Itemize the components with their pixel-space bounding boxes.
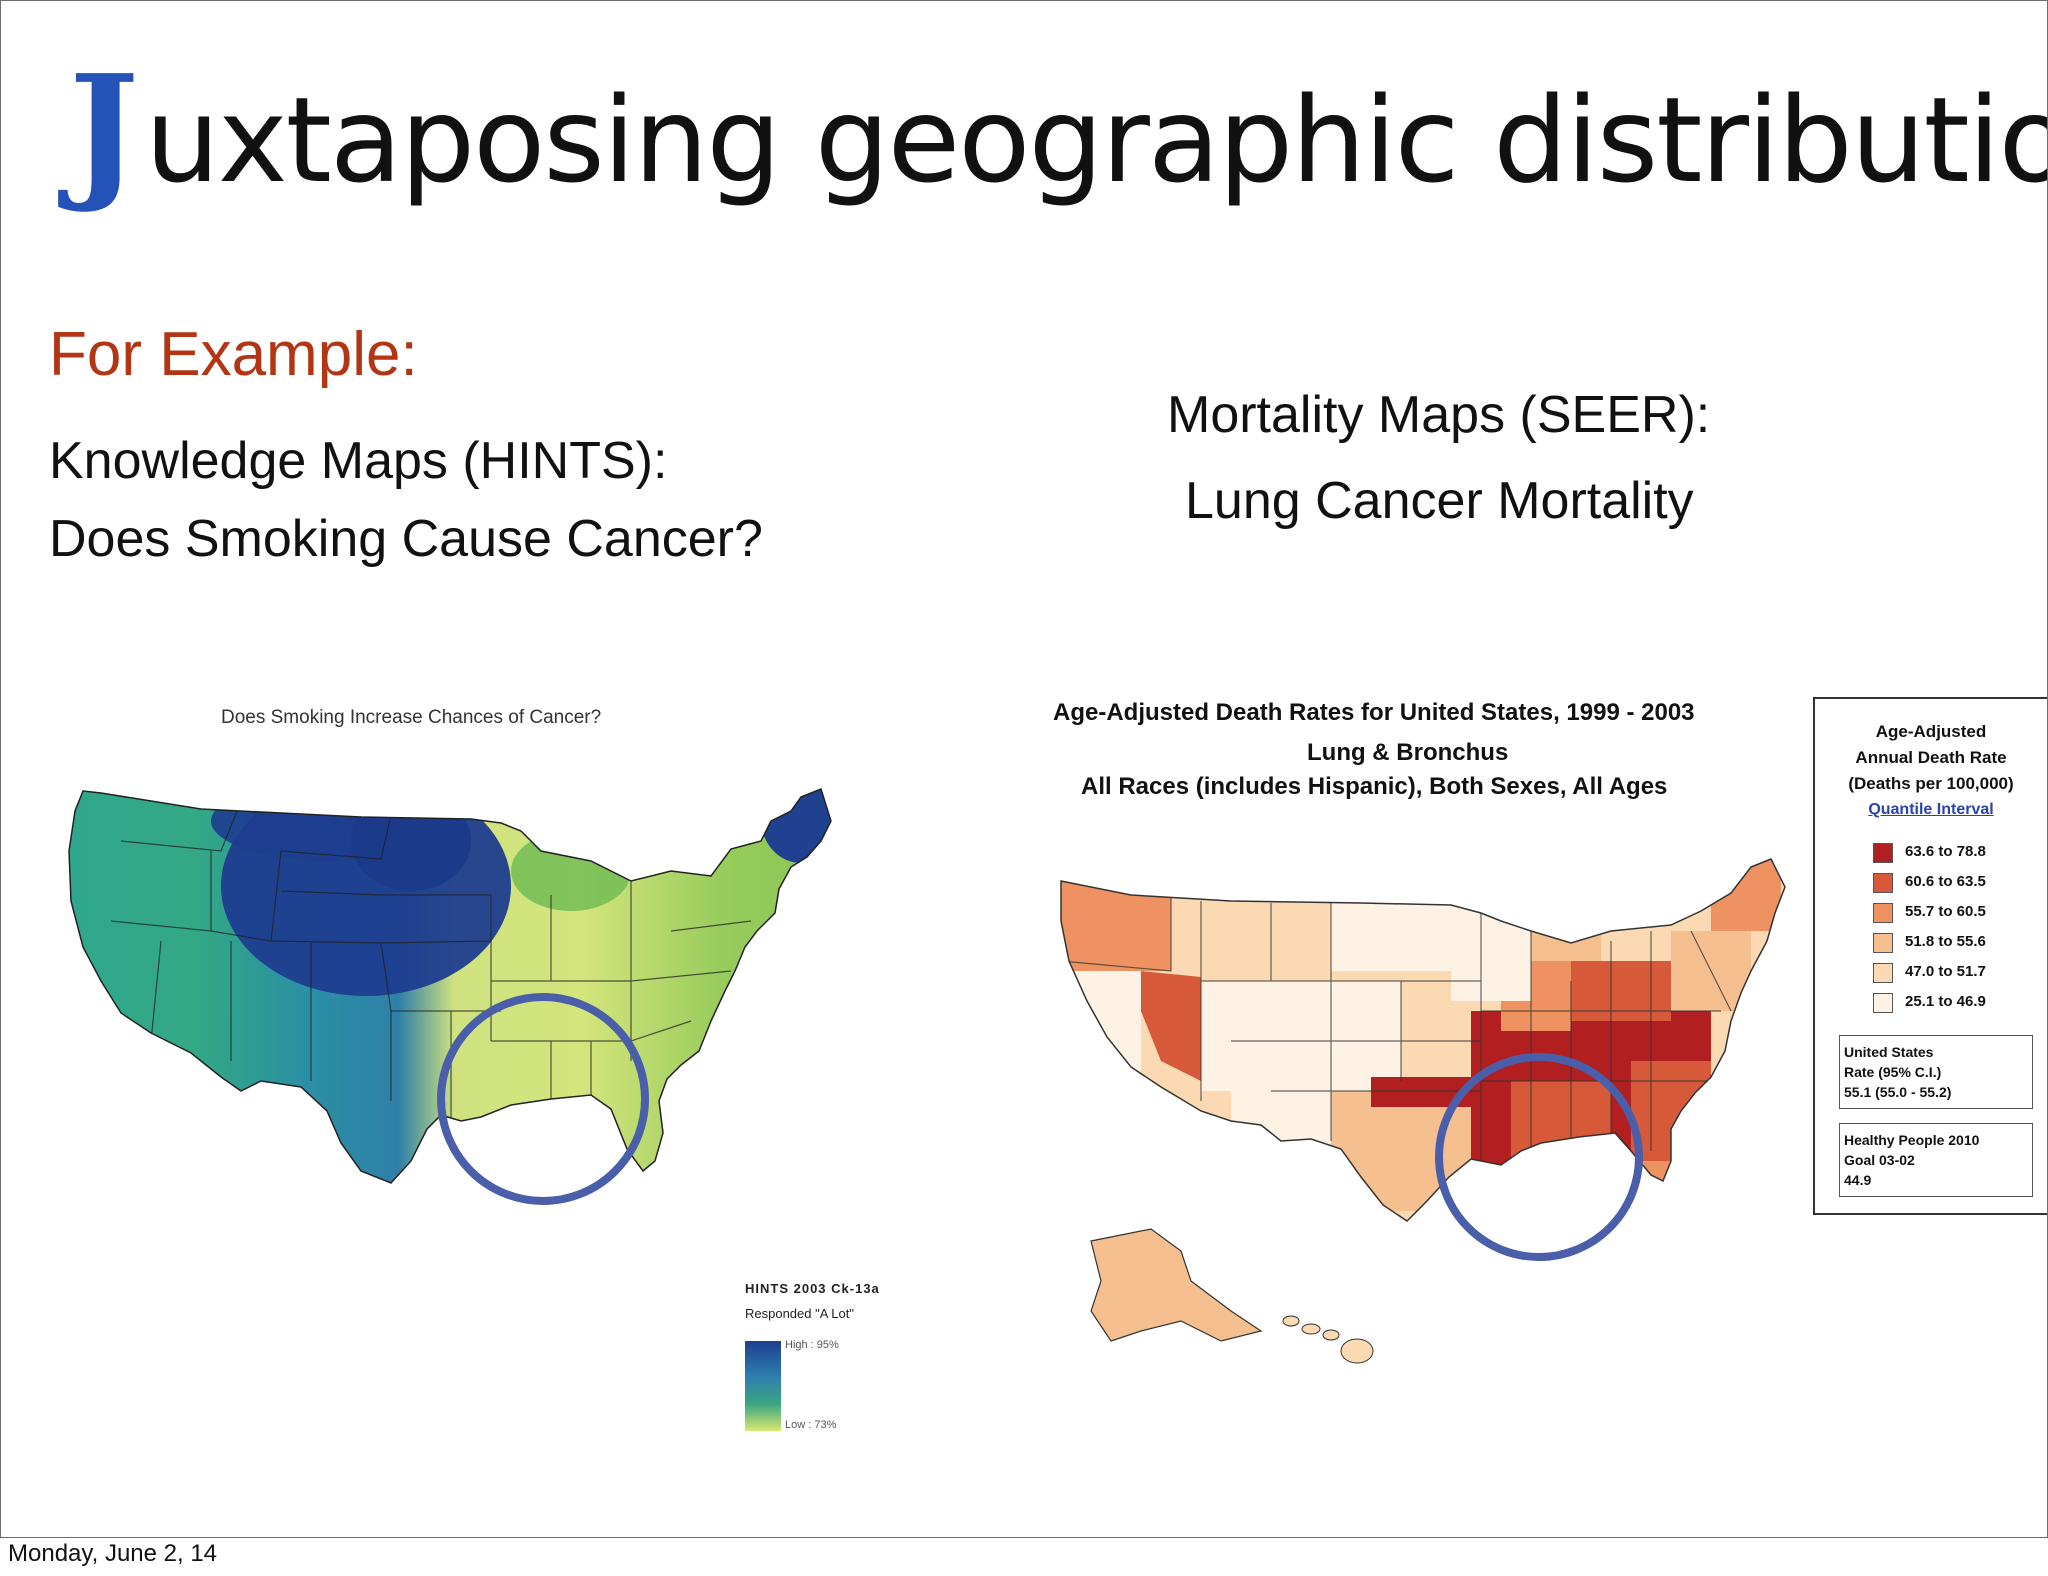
left-heading-line1: Knowledge Maps (HINTS): [49, 432, 668, 490]
legend-range-label: 47.0 to 51.7 [1905, 963, 1986, 980]
slide: Juxtaposing geographic distributions For… [0, 0, 2048, 1538]
seer-legend-head3: (Deaths per 100,000) [1848, 774, 2014, 793]
seer-legend-head2: Annual Death Rate [1855, 748, 2007, 767]
legend-range-label: 55.7 to 60.5 [1905, 903, 1986, 920]
legend-swatch [1873, 873, 1893, 893]
alaska-shape [1090, 1228, 1263, 1342]
hints-legend: HINTS 2003 Ck-13a Responded "A Lot" High… [745, 1281, 945, 1431]
left-heading-line2: Does Smoking Cause Cancer? [49, 510, 763, 568]
legend-range-row: 51.8 to 55.6 [1873, 929, 2047, 959]
hp-value: 44.9 [1844, 1172, 1872, 1188]
hints-legend-low: Low : 73% [785, 1419, 837, 1431]
hints-color-ramp [745, 1341, 781, 1431]
legend-swatch [1873, 933, 1893, 953]
title-initial: J [69, 42, 139, 216]
seer-title-line3: All Races (includes Hispanic), Both Sexe… [1081, 773, 1668, 800]
legend-swatch [1873, 993, 1893, 1013]
highlight-circle-right [1435, 1053, 1643, 1261]
us-rate-box: United States Rate (95% C.I.) 55.1 (55.0… [1839, 1035, 2033, 1109]
legend-swatch [1873, 843, 1893, 863]
hints-legend-head: HINTS 2003 Ck-13a [745, 1281, 880, 1296]
seer-map-graphic [1060, 858, 1786, 1364]
hp-goal: Goal 03-02 [1844, 1152, 1915, 1168]
legend-range-label: 63.6 to 78.8 [1905, 843, 1986, 860]
us-rate-line2: Rate (95% C.I.) [1844, 1064, 1942, 1080]
title-rest: uxtaposing geographic distributions [145, 71, 2048, 209]
hints-map-graphic [68, 788, 832, 1205]
seer-title-line2: Lung & Bronchus [1307, 739, 1509, 766]
us-rate-value: 55.1 (55.0 - 55.2) [1844, 1084, 1952, 1100]
legend-range-label: 60.6 to 63.5 [1905, 873, 1986, 890]
highlight-circle-left [437, 993, 649, 1205]
us-rate-label: United States [1844, 1044, 1934, 1060]
quantile-interval-link[interactable]: Quantile Interval [1868, 801, 1994, 818]
right-heading-line2: Lung Cancer Mortality [1185, 472, 1694, 530]
seer-legend-head1: Age-Adjusted [1875, 722, 1987, 741]
hints-legend-sub: Responded "A Lot" [745, 1306, 854, 1321]
legend-range-row: 55.7 to 60.5 [1873, 899, 2047, 929]
slide-title: Juxtaposing geographic distributions [69, 41, 2048, 219]
footer-date: Monday, June 2, 14 [8, 1540, 218, 1567]
hp-label: Healthy People 2010 [1844, 1132, 1980, 1148]
legend-range-row: 60.6 to 63.5 [1873, 869, 2047, 899]
hints-map-title: Does Smoking Increase Chances of Cancer? [221, 707, 602, 728]
right-heading-line1: Mortality Maps (SEER): [1167, 386, 1711, 444]
legend-swatch [1873, 963, 1893, 983]
legend-range-row: 47.0 to 51.7 [1873, 959, 2047, 989]
seer-mortality-map: Age-Adjusted Death Rates for United Stat… [1031, 681, 2047, 1381]
healthy-people-box: Healthy People 2010 Goal 03-02 44.9 [1839, 1123, 2033, 1197]
hints-knowledge-map: Does Smoking Increase Chances of Cancer? [31, 681, 951, 1441]
seer-legend: Age-Adjusted Annual Death Rate (Deaths p… [1813, 697, 2047, 1215]
legend-range-label: 25.1 to 46.9 [1905, 993, 1986, 1010]
seer-title-line1: Age-Adjusted Death Rates for United Stat… [1053, 699, 1695, 726]
seer-legend-head: Age-Adjusted Annual Death Rate (Deaths p… [1815, 719, 2047, 797]
legend-swatch [1873, 903, 1893, 923]
hints-legend-high: High : 95% [785, 1339, 839, 1351]
for-example-label: For Example: [49, 320, 418, 389]
legend-range-row: 63.6 to 78.8 [1873, 839, 2047, 869]
legend-range-label: 51.8 to 55.6 [1905, 933, 1986, 950]
hawaii-shape [1282, 1315, 1374, 1364]
legend-range-row: 25.1 to 46.9 [1873, 989, 2047, 1019]
